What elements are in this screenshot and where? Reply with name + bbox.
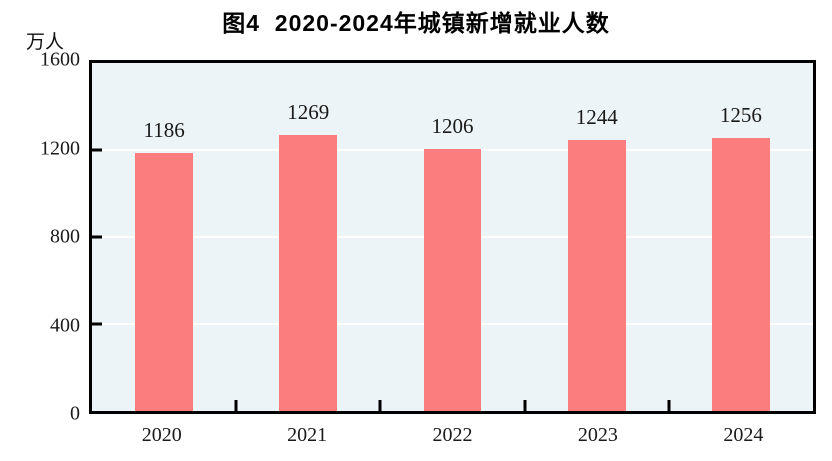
x-tick-mark [378,400,382,411]
x-tick-label: 2024 [723,424,764,446]
plot-area: 1186 1269 1206 1244 1256 [89,60,816,414]
bar-2021 [279,135,338,411]
x-tick-label: 2023 [577,424,618,446]
y-tick-label: 0 [70,402,80,425]
y-tick-mark [92,235,102,239]
bar-slot: 1269 [236,63,380,411]
bar-2020 [135,153,193,411]
y-axis-unit-label: 万人 [26,32,65,53]
bar-2022 [423,148,482,411]
x-tick-mark [234,400,238,411]
bar-2024 [712,137,770,411]
bar-2023 [567,140,626,411]
y-tick-mark [92,322,102,326]
x-tick-label: 2022 [432,424,473,446]
bar-value-label: 1206 [431,113,474,138]
y-tick-label: 1600 [40,48,80,71]
x-tick-mark [667,400,671,411]
y-tick-label: 800 [50,225,80,248]
y-tick-label: 1200 [40,137,80,159]
y-tick-label: 400 [50,314,80,336]
y-axis: 0 400 800 1200 1600 [0,49,80,425]
x-tick-label: 2020 [141,424,182,446]
y-tick-mark [92,148,102,152]
bar-slot: 1186 [92,63,236,411]
bar-value-label: 1244 [575,105,618,130]
x-tick-mark [523,400,527,411]
bar-slot: 1244 [525,63,669,411]
x-tick-label: 2021 [287,424,328,446]
bar-value-label: 1256 [719,102,762,127]
bar-slot: 1206 [380,63,524,411]
chart-title: 图4 2020-2024年城镇新增就业人数 [222,10,610,36]
bar-value-label: 1269 [287,100,330,124]
bar-slot: 1256 [669,63,813,411]
bar-value-label: 1186 [143,118,185,143]
x-axis: 2020 2021 2022 2023 2024 [89,414,816,454]
